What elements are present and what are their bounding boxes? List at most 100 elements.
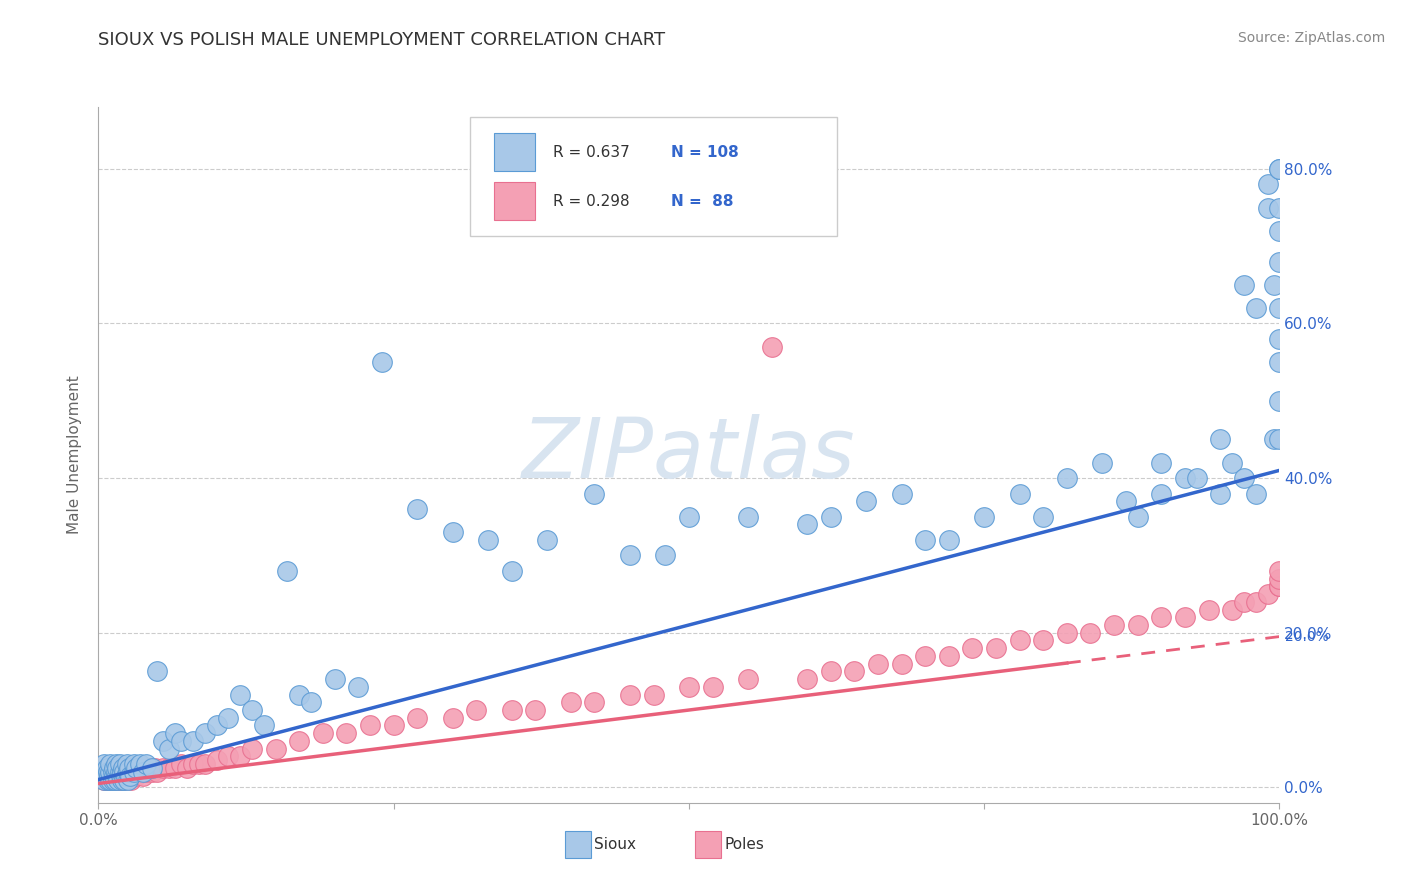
Point [1150,486,1173,500]
FancyBboxPatch shape [471,118,837,235]
Point [107,772,129,787]
Point [890,657,912,671]
Point [94,769,117,783]
Point [103,769,125,783]
Point [1220,602,1243,616]
Point [1233,595,1256,609]
Point [181,734,204,748]
Point [1268,579,1291,593]
Text: SIOUX VS POLISH MALE UNEMPLOYMENT CORRELATION CHART: SIOUX VS POLISH MALE UNEMPLOYMENT CORREL… [98,31,665,49]
Text: N = 108: N = 108 [671,145,740,160]
Point [240,703,263,717]
Point [1268,161,1291,176]
Point [984,641,1007,656]
Point [1102,618,1125,632]
Point [323,672,346,686]
Bar [494,182,536,220]
Point [93,772,115,787]
Text: R = 0.298: R = 0.298 [553,194,630,209]
Point [112,772,135,787]
Point [583,486,606,500]
Point [110,769,132,783]
Point [288,688,311,702]
Point [146,764,169,779]
Point [501,564,523,578]
Point [136,761,159,775]
Point [477,533,499,547]
Point [1174,610,1197,624]
Point [128,764,150,779]
Point [702,680,724,694]
Point [111,772,134,787]
Text: N =  88: N = 88 [671,194,734,209]
Point [146,665,169,679]
Point [105,769,128,783]
Text: Poles: Poles [724,837,765,852]
Point [170,734,193,748]
Point [1150,610,1173,624]
Point [117,772,139,787]
Point [120,769,142,783]
Point [170,757,193,772]
Point [101,772,124,787]
Point [165,726,187,740]
Point [93,757,115,772]
Point [181,757,204,772]
Point [1244,301,1267,315]
Point [1257,587,1279,601]
Point [217,711,239,725]
Point [1268,572,1291,586]
Point [1091,456,1114,470]
Point [371,355,394,369]
Point [112,764,135,779]
Point [118,761,141,775]
Point [98,769,121,783]
Point [914,648,936,663]
Point [1268,579,1291,593]
Point [111,764,134,779]
Point [441,525,464,540]
Point [678,509,700,524]
Point [1268,201,1291,215]
Point [115,769,138,783]
Point [938,648,960,663]
Point [98,769,121,783]
Bar [565,830,591,858]
Point [1268,301,1291,315]
Point [111,764,134,779]
Point [737,672,759,686]
Point [335,726,357,740]
Point [117,764,139,779]
Point [253,718,276,732]
Point [1032,509,1054,524]
Point [98,757,121,772]
Point [654,549,676,563]
Point [205,718,228,732]
Point [1032,633,1054,648]
Point [1268,564,1291,578]
Point [128,757,150,772]
Point [104,772,127,787]
Point [96,761,118,775]
Point [737,509,759,524]
Point [866,657,889,671]
Point [1185,471,1208,485]
Point [264,741,287,756]
Point [112,772,135,787]
Point [135,757,157,772]
Point [536,533,558,547]
Point [105,764,128,779]
Point [288,734,311,748]
Point [125,761,148,775]
Point [125,769,148,783]
Point [157,741,180,756]
Point [1150,456,1173,470]
Point [101,764,124,779]
Point [914,533,936,547]
Point [643,688,665,702]
Point [844,665,866,679]
Point [108,769,131,783]
Point [1220,456,1243,470]
Point [165,761,187,775]
Point [299,695,322,709]
